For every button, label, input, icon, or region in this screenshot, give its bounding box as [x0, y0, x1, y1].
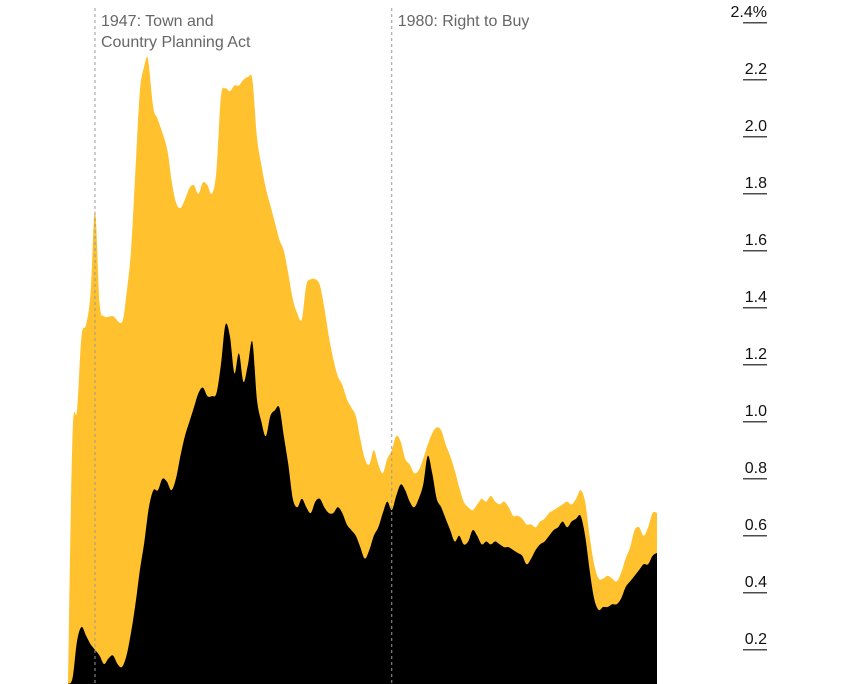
annotation-label-1947-1: Country Planning Act [101, 34, 251, 51]
annotation-label-1980-0: 1980: Right to Buy [398, 13, 530, 30]
annotation-labels: 1947: Town and Country Planning Act 1980: … [101, 13, 529, 51]
y-axis: 2.4% 2.2 2.0 1.8 1.6 1.4 1.2 1.0 0.8 0.6 0.4 0.2 [731, 4, 767, 651]
y-tick-label: 2.0 [745, 118, 767, 135]
y-tick-label: 1.6 [745, 232, 767, 249]
inner-area [68, 323, 657, 684]
y-tick-label: 1.8 [745, 175, 767, 192]
y-tick-label: 2.4% [731, 4, 767, 21]
annotation-guides [94, 8, 393, 684]
chart-areas [68, 57, 657, 684]
y-tick-label: 1.2 [745, 346, 767, 363]
y-tick-label: 0.8 [745, 460, 767, 477]
y-tick-label: 0.4 [745, 574, 767, 591]
y-tick-label: 2.2 [745, 61, 767, 78]
y-tick-label: 1.0 [745, 403, 767, 420]
y-tick-label: 1.4 [745, 289, 767, 306]
annotation-label-1947-0: 1947: Town and [101, 13, 214, 30]
y-tick-label: 0.2 [745, 631, 767, 648]
y-tick-label: 0.6 [745, 517, 767, 534]
